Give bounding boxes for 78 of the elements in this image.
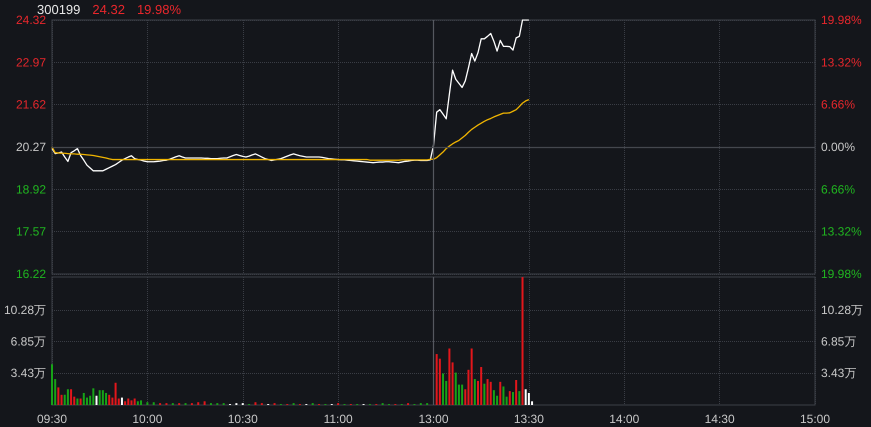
bar — [499, 382, 502, 405]
y-tick-label: 22.97 — [16, 55, 46, 70]
bar — [51, 364, 53, 405]
bar — [483, 384, 486, 405]
bar — [92, 388, 94, 405]
bar — [96, 396, 98, 405]
y2-tick-label: 6.66% — [821, 98, 856, 112]
bar — [448, 348, 450, 405]
line-series — [51, 19, 530, 172]
y2-tick-label: 19.98% — [821, 13, 862, 27]
x-tick-label: 10:30 — [228, 412, 258, 426]
bar — [512, 392, 514, 405]
bar — [108, 394, 110, 405]
y2-tick-label: 6.85万 — [821, 334, 856, 349]
y-tick-label: 17.57 — [16, 224, 46, 239]
y-tick-label: 16.22 — [16, 267, 46, 281]
y2-tick-label: 10.28万 — [821, 302, 864, 317]
y-tick-label: 10.28万 — [4, 302, 46, 317]
bar — [490, 382, 492, 405]
bar — [480, 367, 482, 405]
bar — [461, 384, 464, 405]
bar — [120, 398, 123, 405]
bar — [474, 379, 476, 405]
y2-tick-label: 6.66% — [821, 182, 856, 196]
bar — [486, 379, 489, 405]
bar — [146, 402, 148, 405]
y2-tick-label: 0.00% — [821, 140, 856, 154]
bar — [130, 400, 132, 405]
bar — [57, 387, 60, 405]
text: 24.32 — [92, 2, 125, 17]
bar — [105, 392, 108, 405]
x-tick-label: 14:30 — [704, 412, 735, 426]
bar — [470, 348, 473, 405]
line-series — [51, 99, 530, 161]
bar — [66, 389, 69, 405]
x-tick-label: 15:00 — [800, 412, 830, 426]
bar — [454, 372, 457, 405]
bar — [82, 392, 85, 405]
x-tick-label: 09:30 — [36, 412, 68, 426]
bar — [492, 390, 495, 405]
bar — [136, 401, 139, 405]
bar — [80, 398, 82, 405]
bar — [436, 354, 438, 405]
bar — [515, 380, 518, 405]
y-tick-label: 6.85万 — [10, 334, 46, 349]
x-tick-label: 10:00 — [132, 412, 163, 426]
y2-tick-label: 13.32% — [821, 224, 862, 239]
bar — [70, 389, 72, 405]
bar — [502, 386, 504, 405]
bar — [508, 391, 511, 405]
y-tick-label: 21.62 — [16, 98, 46, 112]
bar — [522, 277, 524, 405]
bar — [518, 391, 520, 405]
y2-tick-label: 13.32% — [821, 55, 862, 70]
bar — [127, 398, 130, 405]
x-tick-label: 13:30 — [514, 412, 544, 426]
bar — [124, 401, 126, 405]
y2-tick-label: 3.43万 — [821, 366, 856, 380]
x-tick-label: 13:00 — [418, 412, 449, 426]
text: 19.98% — [136, 2, 182, 17]
y-tick-label: 20.27 — [16, 140, 46, 154]
bar — [114, 382, 117, 405]
bar — [134, 398, 136, 405]
bar — [140, 400, 142, 405]
y-tick-label: 3.43万 — [10, 366, 46, 380]
bar — [76, 398, 78, 405]
x-tick-label: 14:00 — [609, 412, 640, 426]
bar — [102, 390, 104, 405]
bar — [524, 389, 527, 405]
bar — [442, 374, 444, 405]
bar — [197, 402, 200, 405]
y-tick-label: 18.92 — [16, 182, 46, 196]
bar — [204, 401, 206, 405]
x-tick-label: 11:00 — [324, 412, 354, 426]
bar — [98, 390, 101, 405]
y2-tick-label: 19.98% — [821, 267, 862, 281]
bar — [152, 402, 155, 405]
bar — [528, 392, 530, 405]
